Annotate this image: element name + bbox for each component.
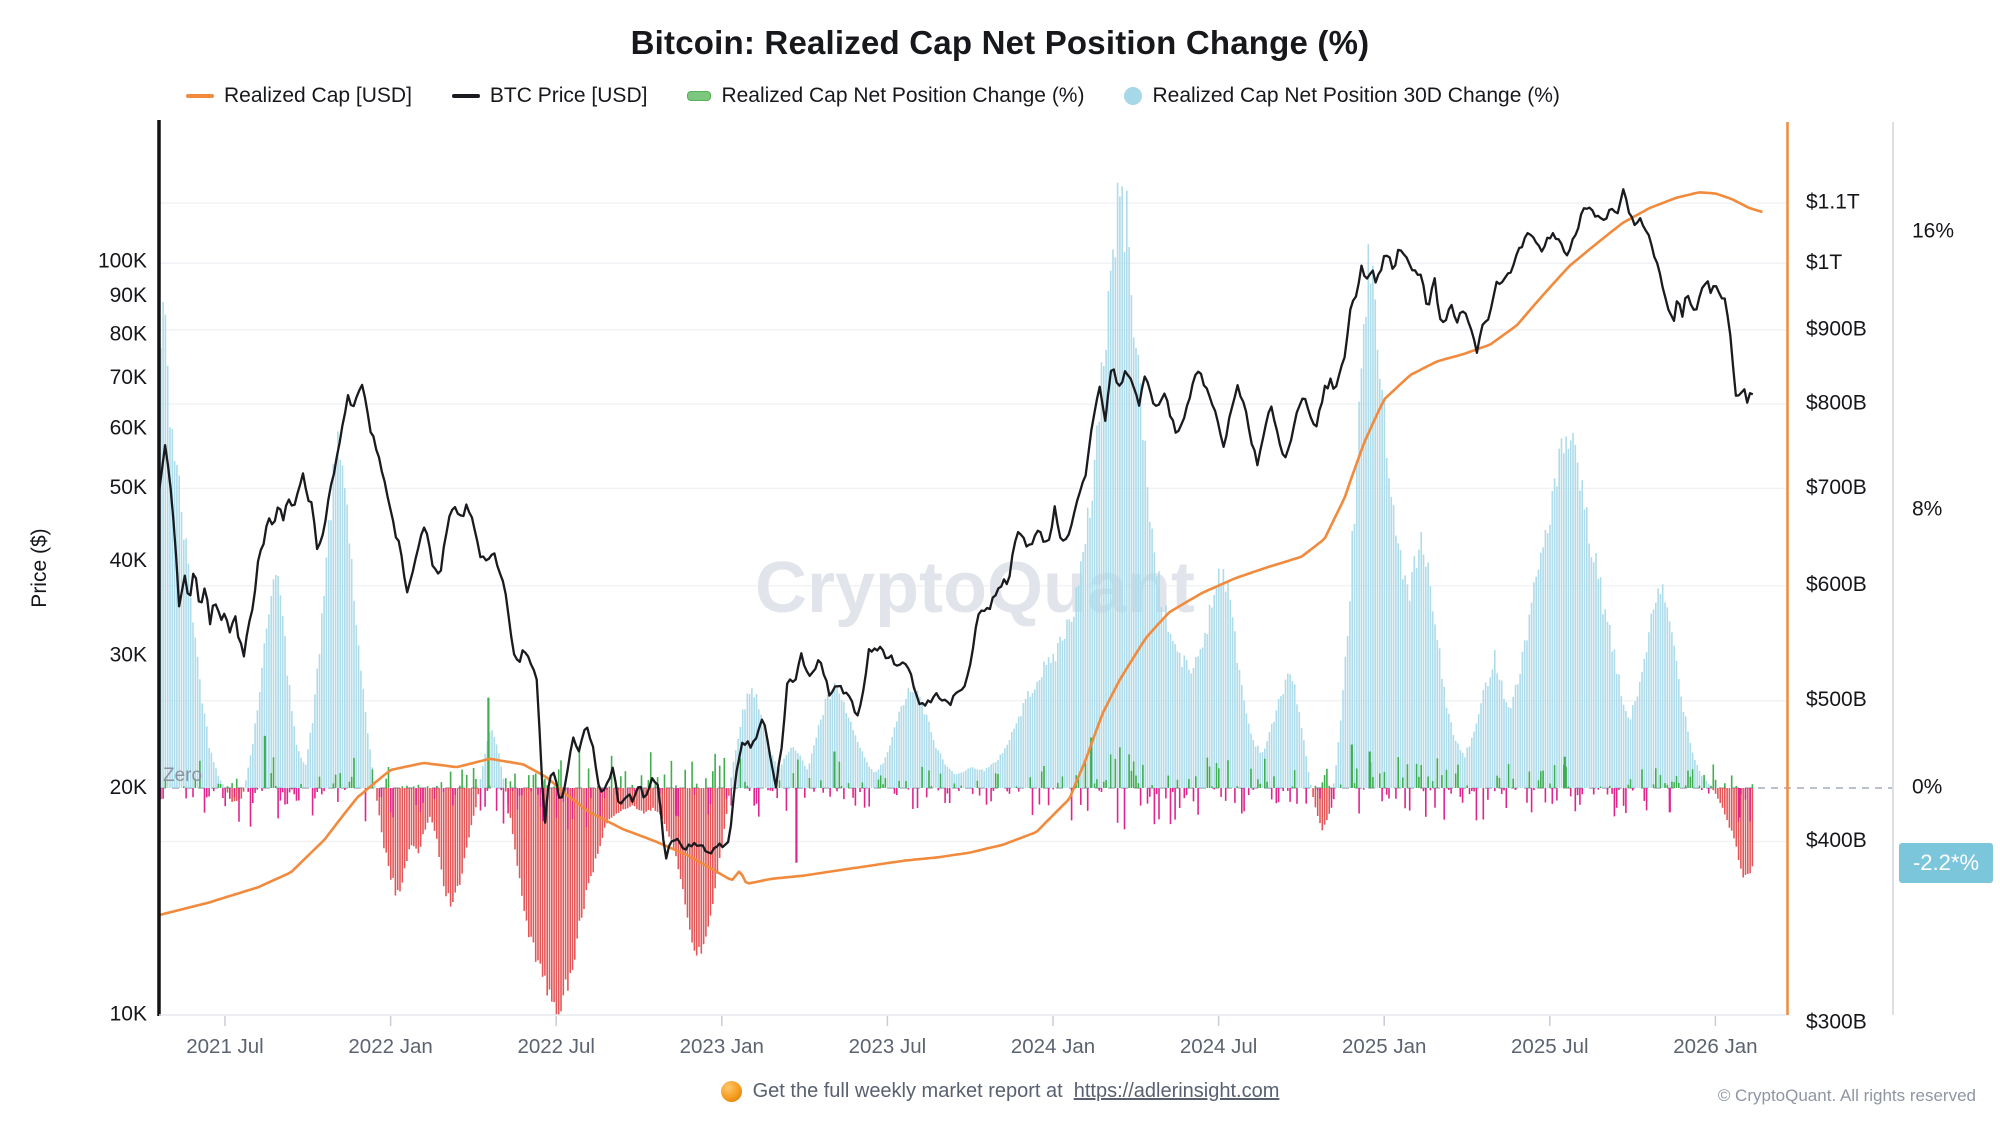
chart-legend: Realized Cap [USD] BTC Price [USD] Reali… [186, 84, 1560, 108]
gridlines [159, 202, 1787, 843]
price-tick-label: 100K [98, 250, 147, 273]
legend-label: Realized Cap Net Position Change (%) [721, 84, 1085, 107]
daily-spike-bar [795, 788, 798, 863]
legend-item-net-position-change[interactable]: Realized Cap Net Position Change (%) [687, 84, 1084, 108]
zero-label: Zero [163, 765, 202, 786]
net-position-30d-bars [160, 182, 1754, 1015]
time-tick-label: 2026 Jan [1673, 1035, 1757, 1058]
price-tick-label: 30K [110, 643, 147, 666]
daily-spike-bar [263, 735, 266, 788]
current-value-badge: -2.2*% [1899, 843, 1993, 883]
price-tick-label: 60K [110, 417, 147, 440]
realized-cap-tick-label: $600B [1806, 573, 1867, 596]
time-tick-label: 2025 Jan [1342, 1035, 1426, 1058]
realized-cap-tick-label: $1.1T [1806, 191, 1860, 214]
percent-tick-label: 0% [1912, 776, 1942, 799]
btc-price-line [159, 188, 1754, 860]
daily-spike-bar [1368, 751, 1371, 788]
price-tick-label: 80K [110, 323, 147, 346]
realized-cap-tick-label: $700B [1806, 476, 1867, 499]
time-tick-label: 2025 Jul [1511, 1035, 1589, 1058]
legend-item-net-position-30d-change[interactable]: Realized Cap Net Position 30D Change (%) [1124, 84, 1560, 108]
daily-spike-bar [675, 788, 678, 816]
legend-item-realized-cap[interactable]: Realized Cap [USD] [186, 84, 412, 108]
price-tick-label: 70K [110, 366, 147, 389]
time-tick-label: 2021 Jul [186, 1035, 264, 1058]
time-tick-label: 2023 Jul [849, 1035, 927, 1058]
realized-cap-tick-label: $500B [1806, 688, 1867, 711]
chart-plot-area[interactable] [159, 122, 1787, 1015]
footer-report-link[interactable]: https://adlerinsight.com [1073, 1080, 1280, 1102]
realized-cap-tick-label: $900B [1806, 317, 1867, 340]
time-tick-label: 2024 Jan [1011, 1035, 1095, 1058]
daily-spike-bar [487, 697, 490, 788]
price-tick-label: 10K [110, 1003, 147, 1026]
price-axis-title: Price ($) [28, 528, 51, 607]
orange-circle-icon [720, 1081, 742, 1102]
daily-spike-bar [1563, 756, 1566, 788]
price-tick-label: 20K [110, 776, 147, 799]
page-title: Bitcoin: Realized Cap Net Position Chang… [630, 24, 1370, 61]
time-tick-label: 2022 Jul [517, 1035, 595, 1058]
legend-label: BTC Price [USD] [489, 84, 648, 107]
price-tick-label: 50K [110, 476, 147, 499]
realized-cap-tick-label: $800B [1806, 392, 1867, 415]
realized-cap-line [159, 191, 1763, 917]
net-position-change-swatch-icon [687, 91, 712, 101]
daily-spike-bar [1350, 744, 1353, 788]
percent-tick-label: 8% [1912, 498, 1942, 521]
daily-spike-bar [1668, 788, 1671, 813]
price-tick-label: 40K [110, 549, 147, 572]
realized-cap-tick-label: $400B [1806, 829, 1867, 852]
time-tick-label: 2022 Jan [348, 1035, 432, 1058]
axis-tick-labels: 100K 90K 80K 70K 60K 50K 40K 30K 20K 10K $1.1T $1T $… [98, 191, 1954, 1058]
percent-tick-label: 16% [1912, 220, 1954, 243]
net-position-30d-circle-icon [1124, 87, 1143, 105]
daily-spike-bar [1738, 788, 1741, 818]
legend-label: Realized Cap [USD] [224, 84, 412, 107]
time-tick-label: 2024 Jul [1180, 1035, 1258, 1058]
daily-spike-bar [1090, 737, 1093, 788]
time-tick-label: 2023 Jan [680, 1035, 764, 1058]
realized-cap-tick-label: $1T [1806, 251, 1842, 274]
realized-cap-tick-label: $300B [1806, 1011, 1867, 1034]
legend-item-btc-price[interactable]: BTC Price [USD] [451, 84, 648, 108]
legend-label: Realized Cap Net Position 30D Change (%) [1152, 84, 1560, 107]
realized-cap-line-icon [186, 94, 214, 98]
btc-price-line-icon [451, 94, 480, 98]
copyright-text: © CryptoQuant. All rights reserved [1717, 1086, 1976, 1105]
price-tick-label: 90K [110, 284, 147, 307]
footer-report-text: Get the full weekly market report at [752, 1080, 1063, 1102]
footer: Get the full weekly market report at htt… [0, 1080, 2000, 1103]
daily-spike-bar [833, 751, 836, 788]
